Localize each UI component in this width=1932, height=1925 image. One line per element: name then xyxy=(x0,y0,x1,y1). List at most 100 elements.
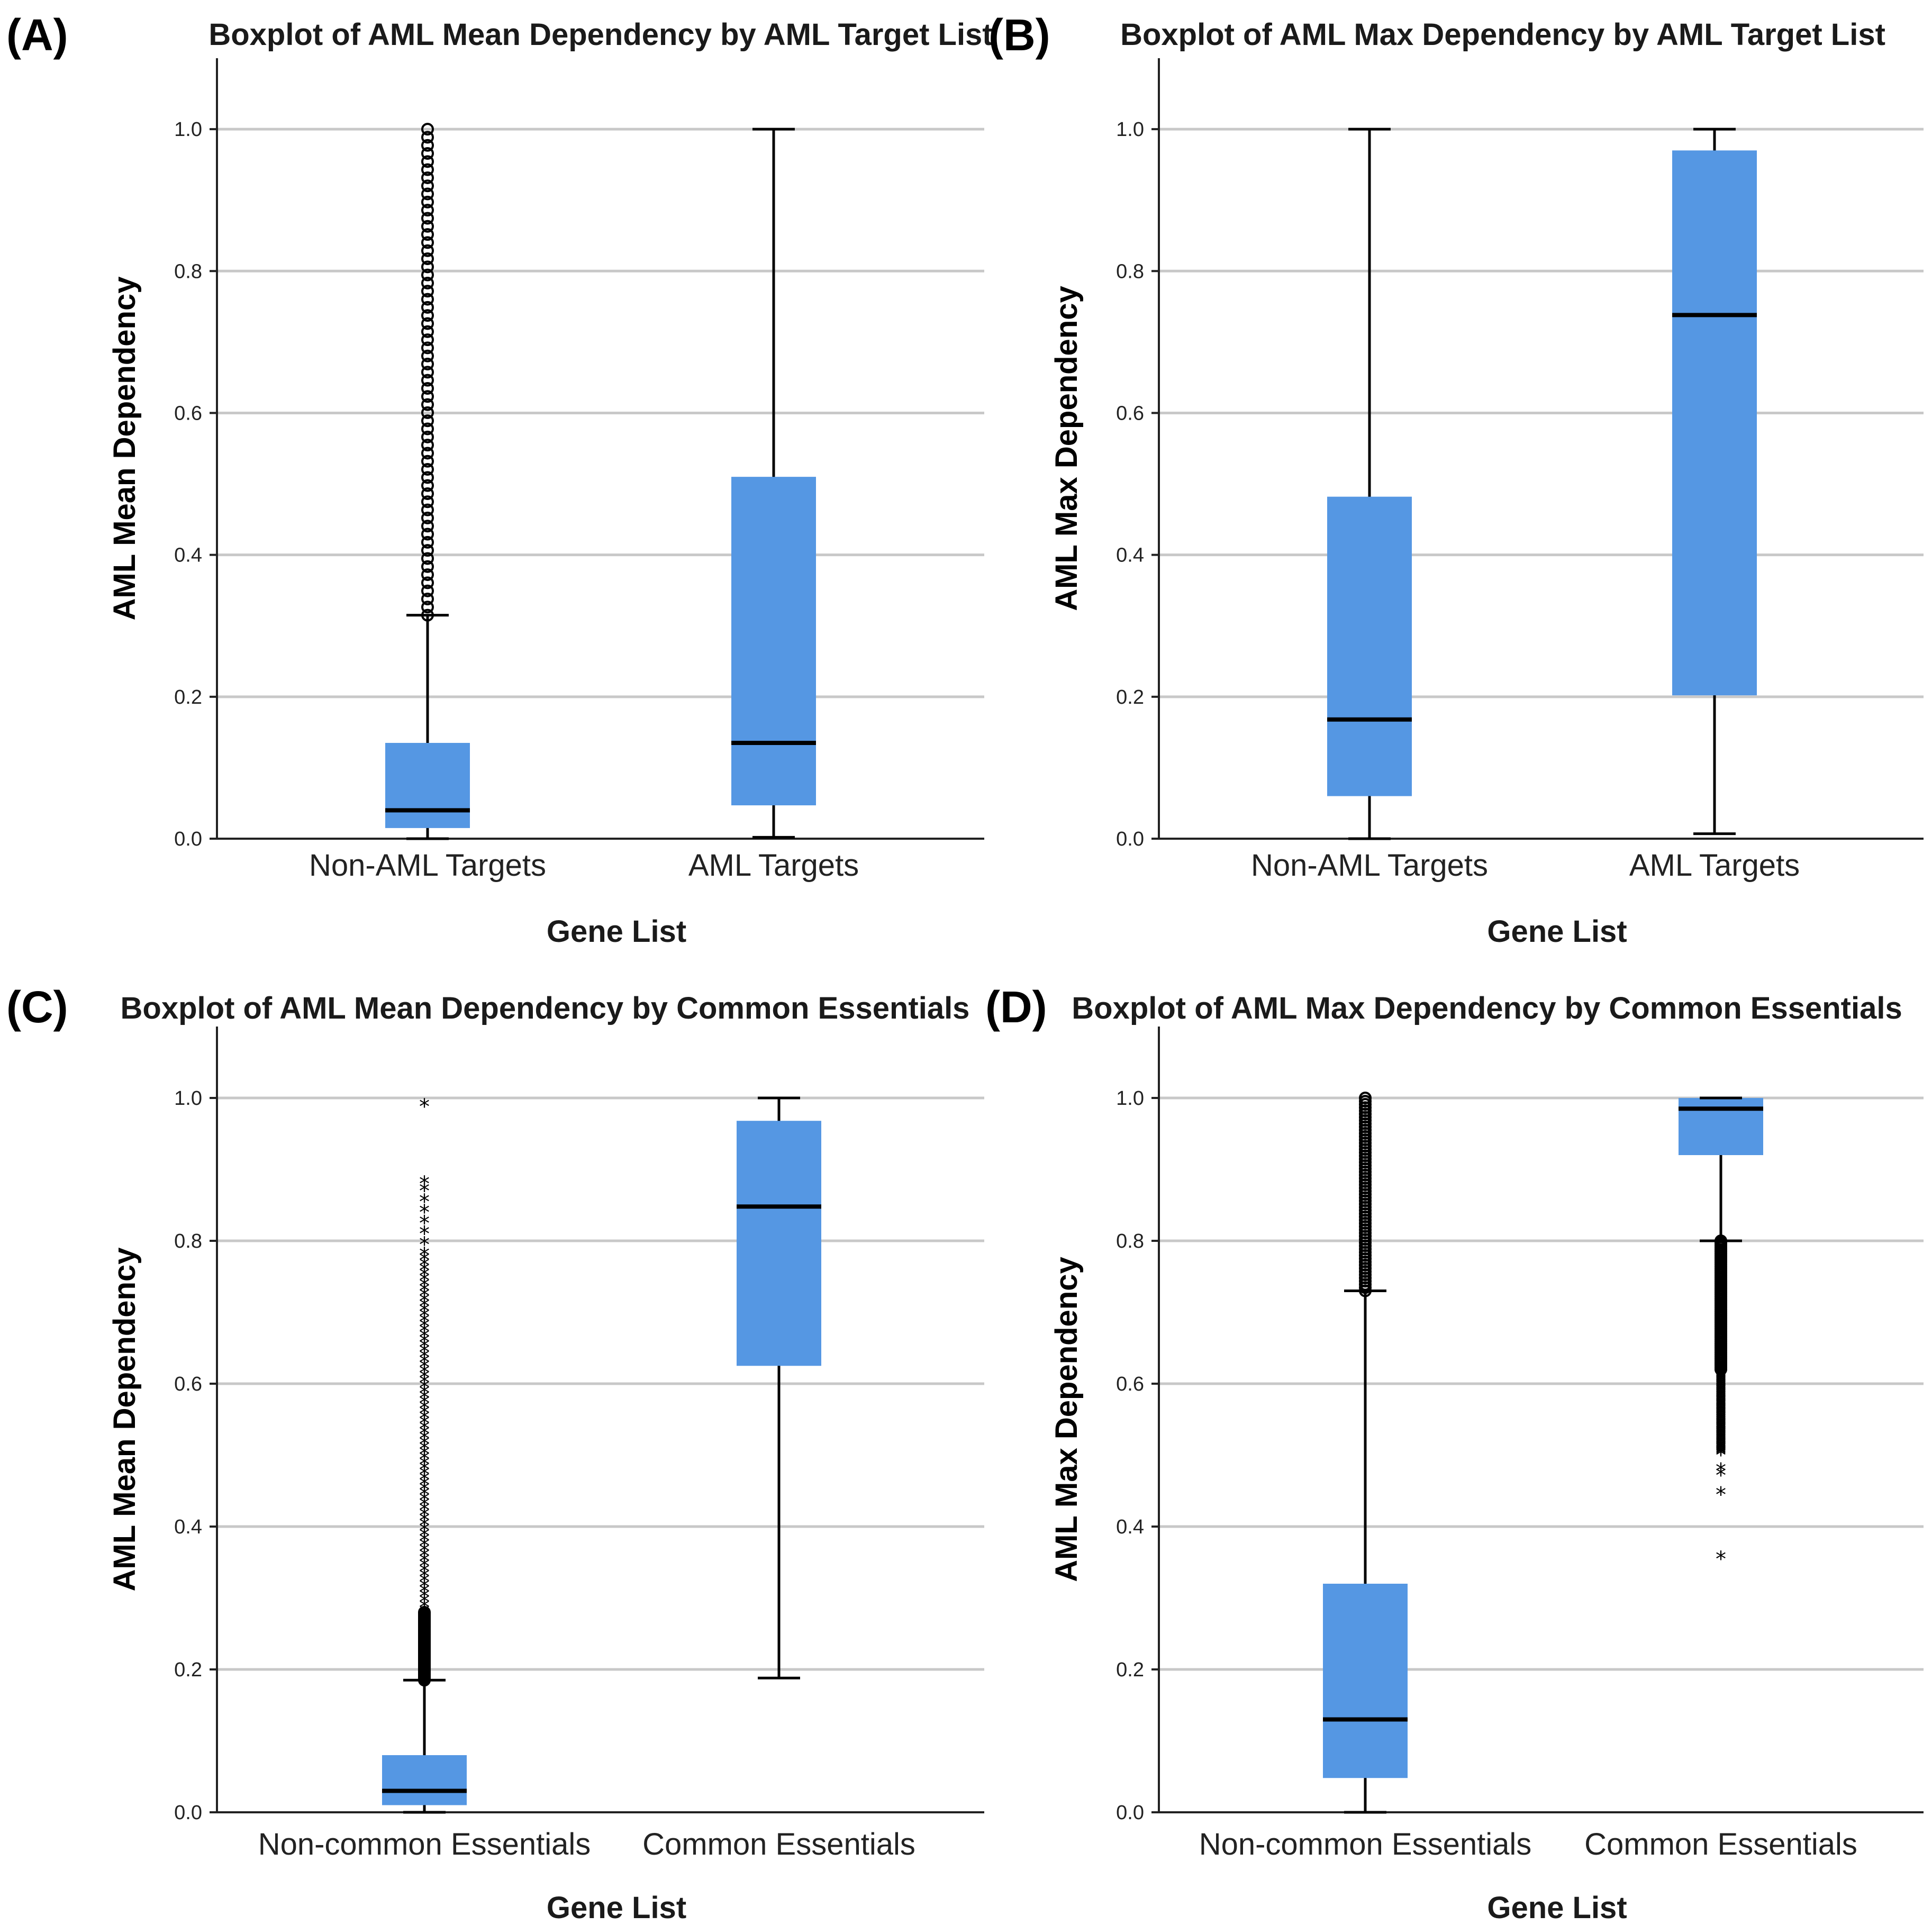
extreme-point: * xyxy=(1716,1435,1726,1459)
extreme-point: * xyxy=(419,1179,430,1204)
extreme-point: * xyxy=(1716,1425,1726,1449)
outlier-point xyxy=(421,471,434,484)
extreme-point: * xyxy=(1716,1364,1726,1388)
extreme-point: * xyxy=(419,1243,430,1268)
outlier-point xyxy=(421,358,434,371)
outlier-point xyxy=(421,455,434,468)
outlier-point xyxy=(421,147,434,160)
outlier-point xyxy=(421,366,434,379)
extreme-point: * xyxy=(1716,1385,1726,1409)
extreme-point: * xyxy=(419,1366,430,1390)
outlier-point xyxy=(421,236,434,249)
extreme-point: * xyxy=(1716,1428,1726,1452)
x-axis-label: Gene List xyxy=(1487,1891,1627,1925)
y-tick-label: 0.6 xyxy=(1116,402,1144,424)
extreme-point: * xyxy=(419,1325,430,1349)
extreme-point: * xyxy=(1716,1368,1726,1392)
outlier-point xyxy=(421,430,434,443)
box-rect xyxy=(737,1121,821,1366)
extreme-point: * xyxy=(1716,1377,1726,1402)
chart-panel-c: (C) Boxplot of AML Mean Dependency by Com… xyxy=(6,982,984,1925)
extreme-point: * xyxy=(1716,1415,1726,1440)
extreme-point: * xyxy=(419,1376,430,1401)
extreme-point: * xyxy=(419,1529,430,1554)
extreme-point: * xyxy=(1716,1382,1726,1406)
extreme-point: * xyxy=(419,1575,430,1600)
y-tick-label: 0.6 xyxy=(174,402,202,424)
outlier-point xyxy=(421,163,434,176)
extreme-point: * xyxy=(1716,1402,1726,1426)
y-tick-label: 1.0 xyxy=(1116,119,1144,141)
extreme-point: * xyxy=(419,1254,430,1278)
extreme-point: * xyxy=(1716,1407,1726,1431)
outlier-point xyxy=(421,552,434,565)
outlier-point xyxy=(421,131,434,144)
extreme-point: * xyxy=(1716,1360,1726,1385)
extreme-point: * xyxy=(419,1284,430,1309)
outlier-point xyxy=(421,503,434,516)
outlier-point xyxy=(421,187,434,201)
extreme-point: * xyxy=(1716,1400,1726,1424)
extreme-point: * xyxy=(419,1407,430,1431)
extreme-point: * xyxy=(419,1448,430,1472)
extreme-point: * xyxy=(1716,1414,1726,1438)
extreme-point: * xyxy=(1716,1437,1726,1461)
extreme-point: * xyxy=(1716,1370,1726,1394)
outlier-point xyxy=(421,171,434,184)
outlier-point xyxy=(421,495,434,509)
chart-title: Boxplot of AML Max Dependency by AML Tar… xyxy=(1120,17,1885,52)
extreme-point: * xyxy=(1716,1464,1726,1488)
extreme-point: * xyxy=(1716,1424,1726,1448)
chart-title: Boxplot of AML Mean Dependency by Common… xyxy=(121,991,970,1025)
extreme-point: * xyxy=(419,1565,430,1590)
extreme-point: * xyxy=(1716,1459,1726,1484)
extreme-point: * xyxy=(419,1437,430,1461)
extreme-point: * xyxy=(419,1499,430,1523)
extreme-point: * xyxy=(419,1340,430,1365)
extreme-point: * xyxy=(1716,1483,1726,1507)
outlier-point xyxy=(421,592,434,605)
outlier-point xyxy=(421,544,434,557)
extreme-point: * xyxy=(1716,1440,1726,1464)
extreme-point: * xyxy=(419,1305,430,1329)
y-tick-label: 0.0 xyxy=(174,828,202,850)
extreme-point: * xyxy=(1716,1387,1726,1412)
outlier-point xyxy=(421,179,434,193)
y-tick-label: 0.4 xyxy=(174,1516,202,1538)
extreme-point: * xyxy=(419,1259,430,1283)
outlier-point xyxy=(421,220,434,233)
extreme-point: * xyxy=(419,1249,430,1273)
outlier-point xyxy=(421,293,434,306)
extreme-point: * xyxy=(1716,1365,1726,1390)
extreme-point: * xyxy=(419,1351,430,1375)
y-tick-label: 0.4 xyxy=(1116,1516,1144,1538)
y-tick-label: 0.8 xyxy=(174,260,202,283)
y-tick-label: 0.0 xyxy=(1116,1802,1144,1824)
y-tick-label: 1.0 xyxy=(174,1087,202,1110)
chart-panel-d: (D) Boxplot of AML Max Dependency by Comm… xyxy=(985,982,1924,1925)
x-axis-label: Gene List xyxy=(1487,914,1627,949)
extreme-point: * xyxy=(1716,1390,1726,1414)
extreme-point: * xyxy=(419,1330,430,1355)
y-tick-label: 0.6 xyxy=(1116,1373,1144,1395)
chart-title: Boxplot of AML Mean Dependency by AML Ta… xyxy=(208,17,992,52)
box-1: Non-common Essentials*******************… xyxy=(258,1095,591,1862)
extreme-point: * xyxy=(419,1320,430,1345)
extreme-point: * xyxy=(1716,1394,1726,1419)
extreme-point: * xyxy=(419,1591,430,1615)
extreme-point: * xyxy=(1716,1378,1726,1403)
category-label: AML Targets xyxy=(1629,848,1800,883)
extreme-point: * xyxy=(419,1310,430,1334)
extreme-point: * xyxy=(419,1585,430,1610)
outlier-point xyxy=(421,268,434,282)
outlier-point xyxy=(421,123,434,136)
y-tick-label: 0.0 xyxy=(174,1802,202,1824)
category-label: Common Essentials xyxy=(1584,1827,1857,1862)
extreme-point: * xyxy=(419,1473,430,1497)
panel-letter: (C) xyxy=(6,982,68,1032)
extreme-point: * xyxy=(419,1269,430,1293)
box-2: Common Essentials xyxy=(642,1096,915,1862)
outlier-point xyxy=(421,244,434,257)
y-axis-label: AML Max Dependency xyxy=(1049,1257,1084,1582)
y-tick-label: 0.4 xyxy=(1116,544,1144,567)
